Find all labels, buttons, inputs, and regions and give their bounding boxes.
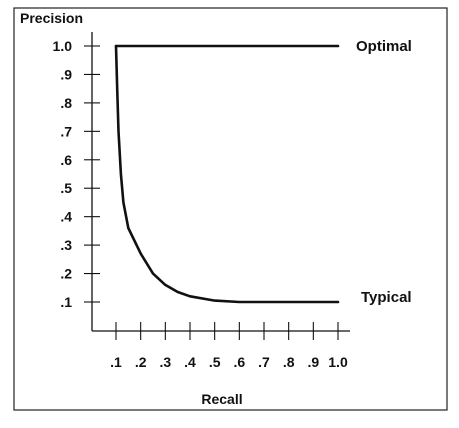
series-label-optimal: Optimal: [356, 38, 412, 55]
x-tick-label: .3: [159, 354, 171, 370]
series-label-typical: Typical: [361, 289, 412, 306]
x-tick-label: .7: [258, 354, 270, 370]
x-tick-label: .2: [135, 354, 147, 370]
y-tick-label: .2: [60, 266, 72, 282]
y-tick-label: .1: [60, 294, 72, 310]
y-tick-label: .8: [60, 95, 72, 111]
y-axis-title: Precision: [20, 10, 83, 26]
x-tick-label: .9: [307, 354, 319, 370]
x-tick-label: 1.0: [328, 354, 348, 370]
x-axis-title: Recall: [201, 391, 242, 407]
chart-frame: [13, 7, 448, 411]
y-tick-label: .3: [60, 237, 72, 253]
x-tick-label: .5: [209, 354, 221, 370]
x-ticks: .1 .2 .3 .4 .5 .6 .7 .8 .9 1.0: [110, 322, 348, 370]
x-tick-label: .4: [184, 354, 196, 370]
y-tick-label: 1.0: [53, 38, 73, 54]
y-tick-label: .4: [60, 209, 72, 225]
x-tick-label: .8: [283, 354, 295, 370]
y-tick-label: .6: [60, 152, 72, 168]
series-group: [114, 44, 340, 304]
series-line-typical: [114, 44, 340, 304]
y-tick-label: .7: [60, 123, 72, 139]
x-tick-label: .6: [233, 354, 245, 370]
y-tick-label: .9: [60, 66, 72, 82]
y-ticks: .1 .2 .3 .4 .5 .6 .7 .8 .9 1.0: [53, 38, 100, 310]
y-tick-label: .5: [60, 180, 72, 196]
x-tick-label: .1: [110, 354, 122, 370]
